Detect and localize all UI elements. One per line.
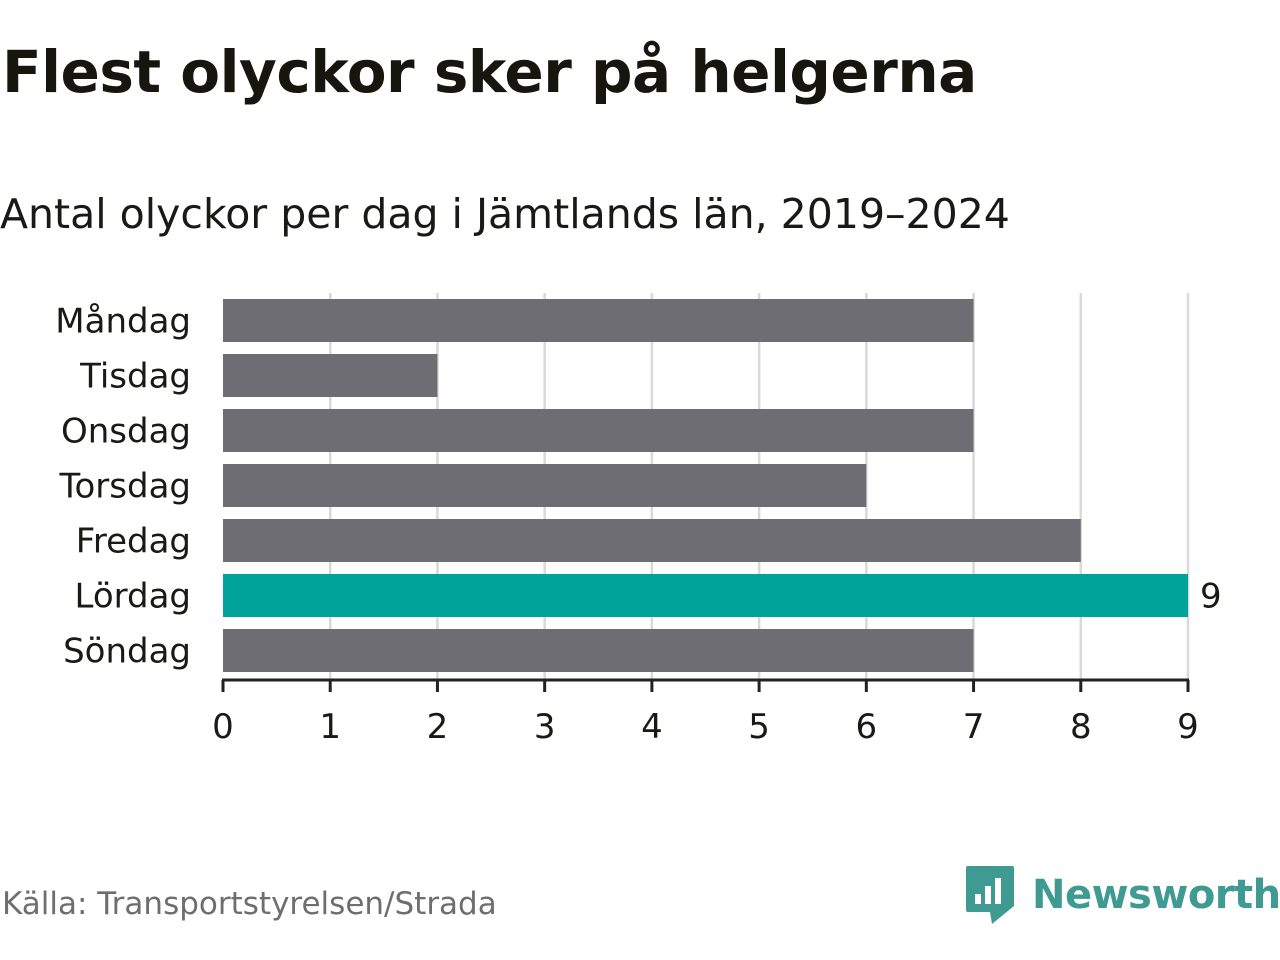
x-tick-label: 3 [534, 707, 556, 747]
x-tick-label: 0 [212, 707, 234, 747]
category-label: Lördag [74, 577, 191, 617]
chart-subtitle: Antal olyckor per dag i Jämtlands län, 2… [0, 190, 1010, 238]
bar-lördag [223, 574, 1188, 617]
bar-onsdag [223, 409, 974, 452]
newsworthy-logo-icon [966, 866, 1014, 924]
x-tick-label: 6 [856, 707, 878, 747]
data-label: 9 [1200, 577, 1222, 617]
brand-logo[interactable]: Newsworthy [964, 864, 1280, 926]
bar-måndag [223, 299, 974, 342]
brand-name: Newsworthy [1032, 872, 1280, 918]
bar-söndag [223, 629, 974, 672]
category-label: Fredag [76, 522, 191, 562]
category-label: Måndag [55, 302, 191, 342]
bar-chart: Måndag Tisdag Onsdag Torsdag Fredag Lördag 9 Sö… [55, 293, 1222, 747]
x-tick-label: 4 [641, 707, 663, 747]
category-label: Torsdag [59, 467, 191, 507]
bar-fredag [223, 519, 1081, 562]
source-note: Källa: Transportstyrelsen/Strada [2, 886, 497, 922]
x-tick-label: 5 [748, 707, 770, 747]
x-tick-label: 7 [963, 707, 985, 747]
category-label: Onsdag [61, 412, 191, 452]
bar-tisdag [223, 354, 438, 397]
chart-title: Flest olyckor sker på helgerna [2, 38, 977, 106]
x-tick-label: 8 [1070, 707, 1092, 747]
x-tick-label: 1 [319, 707, 341, 747]
category-label: Söndag [63, 632, 191, 672]
category-label: Tisdag [79, 357, 191, 397]
bar-torsdag [223, 464, 867, 507]
x-tick-label: 2 [427, 707, 449, 747]
x-tick-label: 9 [1177, 707, 1199, 747]
